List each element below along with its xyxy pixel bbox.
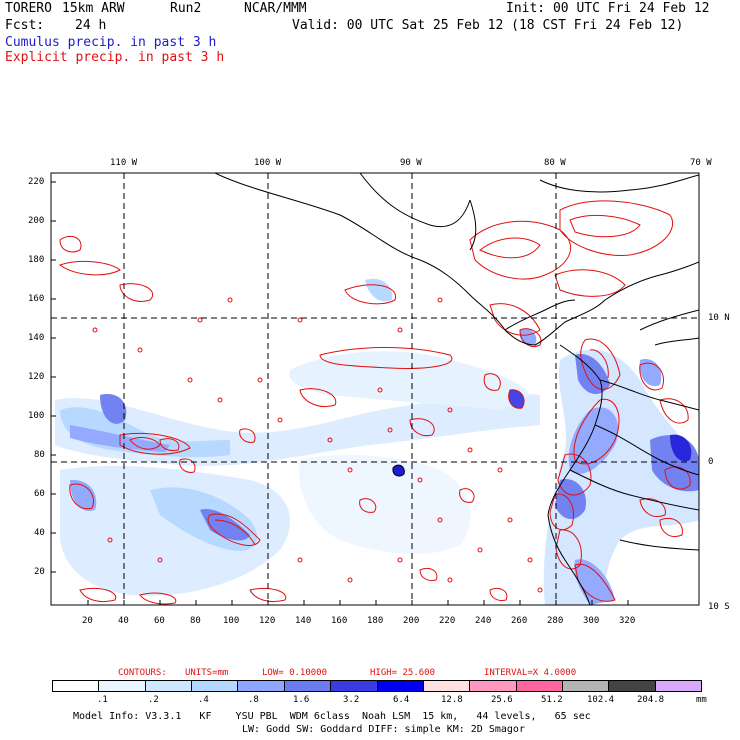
y-tick: 220 xyxy=(28,177,45,187)
y-tick: 160 xyxy=(28,294,45,304)
header-init: Init: 00 UTC Fri 24 Feb 12 xyxy=(506,1,710,16)
colorbar-swatch xyxy=(191,681,238,691)
contours-high: HIGH= 25.600 xyxy=(370,668,436,678)
lat-lon-grid xyxy=(51,173,699,605)
x-tick: 80 xyxy=(190,616,201,626)
x-tick: 320 xyxy=(619,616,636,626)
lon-label-110w: 110 W xyxy=(110,158,138,168)
x-tick: 300 xyxy=(583,616,600,626)
colorbar-label: 51.2 xyxy=(541,695,563,705)
cumulus-precip-shading xyxy=(55,278,699,605)
header-valid: Valid: 00 UTC Sat 25 Feb 12 (18 CST Fri … xyxy=(292,18,684,33)
header-resolution: 15km ARW xyxy=(62,1,125,16)
x-tick: 140 xyxy=(295,616,312,626)
colorbar-label: 102.4 xyxy=(587,695,615,705)
colorbar-label: 3.2 xyxy=(343,695,360,705)
x-tick: 40 xyxy=(118,616,129,626)
scattered-precip-cells xyxy=(92,297,543,593)
model-info-line2: LW: Godd SW: Goddard DIFF: simple KM: 2D… xyxy=(242,724,525,735)
lat-label-0: 0 xyxy=(708,457,714,467)
model-info-line1: Model Info: V3.3.1 KF YSU PBL WDM 6class… xyxy=(73,711,591,722)
colorbar-swatch xyxy=(561,681,609,691)
explicit-precip-contours xyxy=(58,200,691,605)
header-run: Run2 xyxy=(170,1,202,16)
x-tick: 200 xyxy=(403,616,420,626)
lat-label-10n: 10 N xyxy=(708,313,730,323)
lon-label-100w: 100 W xyxy=(254,158,282,168)
cumulus-precip-title: Cumulus precip. in past 3 h xyxy=(5,35,217,50)
colorbar-label: 204.8 xyxy=(637,695,665,705)
colorbar-swatch xyxy=(376,681,423,691)
y-tick: 20 xyxy=(34,567,45,577)
y-tick: 200 xyxy=(28,216,45,226)
x-tick: 20 xyxy=(82,616,93,626)
contours-label: CONTOURS: xyxy=(118,668,167,678)
colorbar-swatch xyxy=(98,681,145,691)
x-tick: 180 xyxy=(367,616,384,626)
header-model: TORERO xyxy=(5,1,52,16)
x-tick: 100 xyxy=(223,616,240,626)
colorbar-units: mm xyxy=(696,695,707,705)
colorbar-swatch xyxy=(283,681,331,691)
lon-label-90w: 90 W xyxy=(400,158,422,168)
colorbar-label: 6.4 xyxy=(393,695,410,705)
colorbar-label: .4 xyxy=(198,695,209,705)
colorbar xyxy=(52,680,702,692)
x-tick: 280 xyxy=(547,616,564,626)
y-tick: 120 xyxy=(28,372,45,382)
colorbar-labels: .1 .2 .4 .8 1.6 3.2 6.4 12.8 25.6 51.2 1… xyxy=(0,695,740,707)
colorbar-label: 1.6 xyxy=(293,695,310,705)
colorbar-label: .1 xyxy=(97,695,108,705)
colorbar-swatch xyxy=(608,681,655,691)
axis-ticks xyxy=(51,181,629,605)
colorbar-label: 12.8 xyxy=(441,695,463,705)
header-fcst-value: 24 h xyxy=(75,18,107,33)
contours-units: UNITS=mm xyxy=(185,668,229,678)
lat-label-10s: 10 S xyxy=(708,602,730,612)
header-org: NCAR/MMM xyxy=(244,1,307,16)
colorbar-swatch xyxy=(53,681,99,691)
x-tick: 60 xyxy=(154,616,165,626)
colorbar-label: .8 xyxy=(248,695,259,705)
x-tick: 120 xyxy=(259,616,276,626)
lon-label-80w: 80 W xyxy=(544,158,566,168)
colorbar-swatch xyxy=(330,681,377,691)
contours-low: LOW= 0.10000 xyxy=(262,668,328,678)
y-tick: 180 xyxy=(28,255,45,265)
colorbar-swatch xyxy=(144,681,192,691)
colorbar-swatch xyxy=(237,681,284,691)
colorbar-swatch xyxy=(422,681,470,691)
y-tick: 80 xyxy=(34,450,45,460)
colorbar-label: 25.6 xyxy=(491,695,513,705)
x-tick: 220 xyxy=(439,616,456,626)
x-tick: 160 xyxy=(331,616,348,626)
explicit-precip-title: Explicit precip. in past 3 h xyxy=(5,50,225,65)
colorbar-swatch xyxy=(469,681,516,691)
y-tick: 140 xyxy=(28,333,45,343)
x-tick: 260 xyxy=(511,616,528,626)
map-frame xyxy=(50,172,700,606)
y-tick: 100 xyxy=(28,411,45,421)
colorbar-swatch xyxy=(654,681,702,691)
coastlines xyxy=(214,173,699,605)
colorbar-swatch xyxy=(515,681,562,691)
y-tick: 40 xyxy=(34,528,45,538)
y-tick: 60 xyxy=(34,489,45,499)
lon-label-70w: 70 W xyxy=(690,158,712,168)
colorbar-label: .2 xyxy=(148,695,159,705)
contours-interval: INTERVAL=X 4.0000 xyxy=(484,668,577,678)
x-tick: 240 xyxy=(475,616,492,626)
galapagos-island xyxy=(392,464,405,477)
header-fcst-label: Fcst: xyxy=(5,18,45,33)
